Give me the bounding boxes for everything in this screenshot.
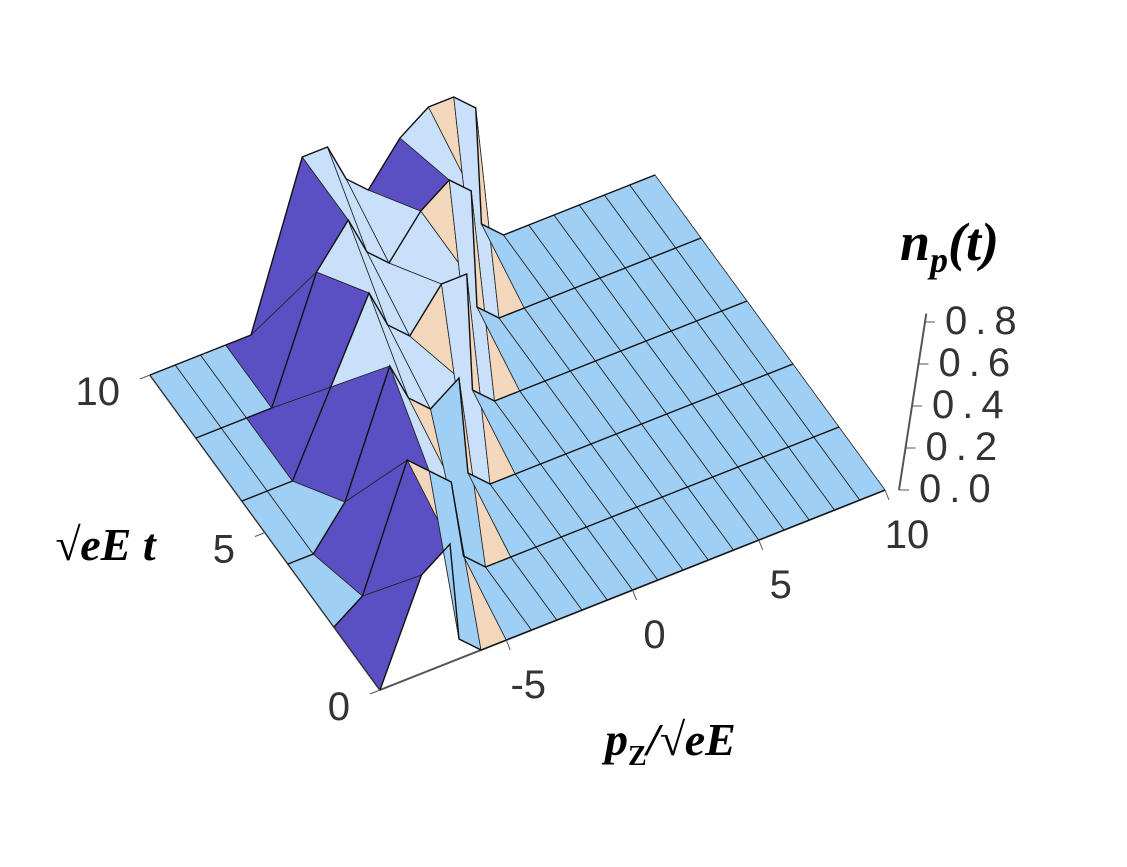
y-tick: [254, 532, 266, 537]
surface-row-line: [333, 426, 840, 628]
x-tick-label: 5: [770, 563, 792, 607]
x-axis-label: pZ/√eE: [601, 714, 736, 772]
z-label-base: n: [900, 212, 930, 272]
z-label-rest: (t): [948, 212, 999, 272]
z-label-sub: p: [927, 240, 948, 280]
y-axis-label: √eE t: [55, 519, 157, 570]
x-tick: [505, 639, 511, 651]
x-tick: [884, 489, 890, 501]
z-axis-label: np(t): [900, 212, 999, 280]
surface-row-line: [287, 363, 794, 565]
x-tick-label: 0: [643, 613, 665, 657]
z-tick-label: 0.0: [919, 467, 999, 511]
z-tick-label: 0.6: [939, 341, 1019, 385]
surface-row-line: [241, 272, 748, 502]
x-tick-label: 10: [885, 513, 930, 557]
x-tick: [632, 589, 637, 601]
y-tick-label: 10: [76, 370, 121, 414]
z-tick-label: 0.4: [932, 383, 1012, 427]
z-tick-label: 0.8: [945, 299, 1025, 343]
surface-row-line: [195, 179, 702, 439]
z-tick-label: 0.2: [926, 425, 1006, 469]
axis-line: [898, 313, 928, 491]
y-tick-label: 0: [328, 685, 350, 729]
x-label-rest: /√eE: [644, 714, 736, 765]
y-tick: [139, 374, 151, 380]
x-tick-label: -5: [510, 663, 546, 707]
y-tick: [369, 689, 381, 695]
x-label-base: p: [601, 714, 628, 765]
y-tick-label: 5: [213, 528, 235, 572]
surface-row-line: [149, 96, 656, 376]
x-tick: [758, 539, 764, 551]
x-label-sub: Z: [628, 741, 647, 772]
